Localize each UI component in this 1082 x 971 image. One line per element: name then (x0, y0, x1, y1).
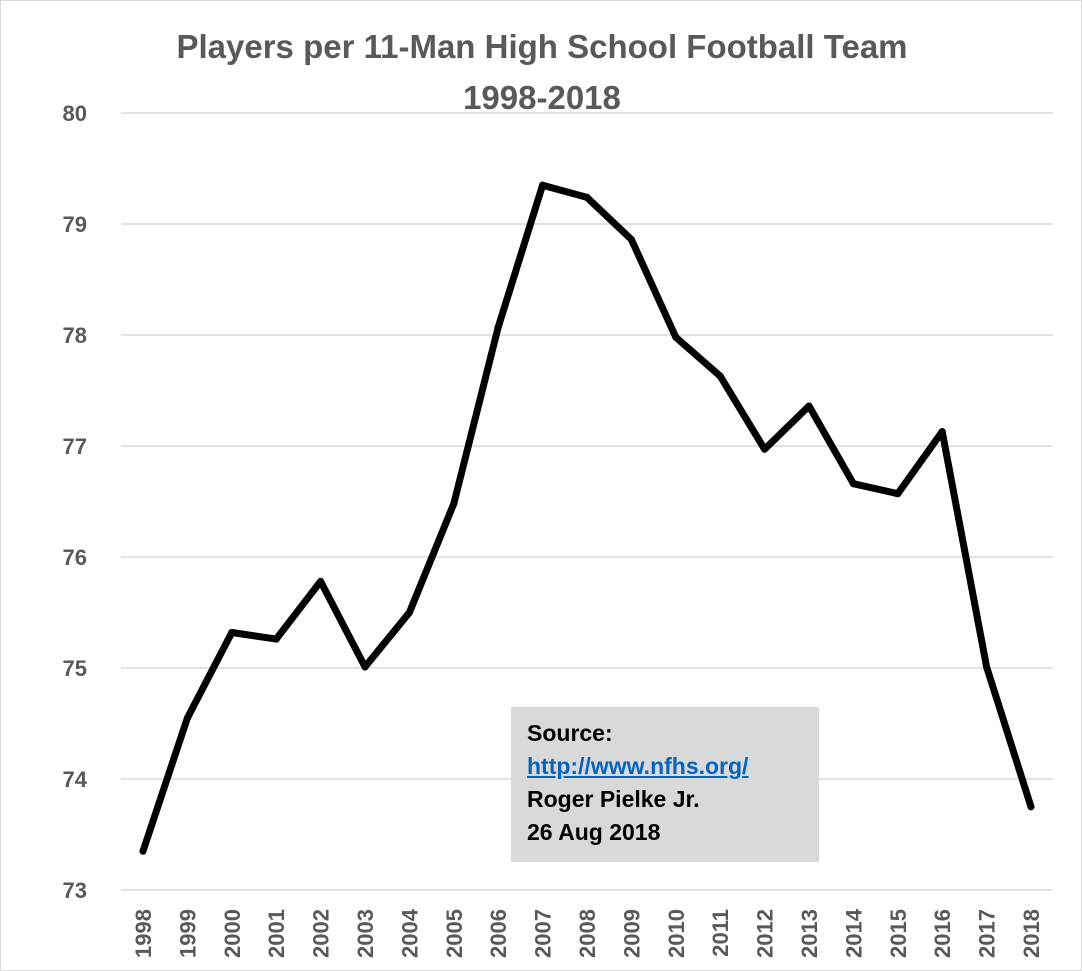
y-tick-label: 80 (63, 101, 87, 126)
chart-subtitle: 1998-2018 (463, 79, 621, 116)
data-point-2003 (361, 663, 369, 671)
data-point-2006 (494, 323, 502, 331)
data-point-1998 (139, 847, 147, 855)
y-tick-label: 73 (63, 878, 87, 903)
x-tick-label: 2015 (886, 909, 911, 958)
data-point-2009 (627, 236, 635, 244)
y-tick-label: 78 (63, 323, 87, 348)
data-point-2010 (672, 333, 680, 341)
x-tick-label: 2007 (531, 909, 556, 958)
x-tick-label: 2006 (486, 909, 511, 958)
x-axis-ticks: 1998 1999 2000 2001 2002 2003 2004 2005 2006 2007… (131, 908, 1044, 958)
data-point-2000 (228, 628, 236, 636)
x-tick-label: 2017 (975, 909, 1000, 958)
data-point-1999 (183, 714, 191, 722)
x-tick-label: 1999 (175, 909, 200, 958)
source-author: Roger Pielke Jr. (527, 786, 700, 812)
x-tick-label: 2003 (353, 909, 378, 958)
y-tick-label: 79 (63, 212, 87, 237)
data-point-2012 (761, 445, 769, 453)
x-tick-label: 2004 (397, 908, 422, 958)
x-tick-label: 2009 (619, 909, 644, 958)
data-point-2018 (1027, 803, 1035, 811)
x-tick-label: 1998 (131, 909, 156, 958)
x-tick-label: 2012 (753, 909, 778, 958)
x-tick-label: 2013 (797, 909, 822, 958)
source-date: 26 Aug 2018 (527, 819, 661, 845)
y-tick-label: 77 (63, 434, 87, 459)
series-layer (139, 181, 1035, 855)
x-tick-label: 2018 (1019, 909, 1044, 958)
y-tick-label: 75 (63, 656, 87, 681)
x-tick-label: 2016 (930, 909, 955, 958)
x-tick-label: 2001 (264, 909, 289, 958)
x-tick-label: 2011 (708, 909, 733, 957)
source-link[interactable]: http://www.nfhs.org/ (527, 753, 749, 779)
data-point-2001 (272, 635, 280, 643)
data-point-2015 (894, 490, 902, 498)
y-axis-ticks: 73 74 75 76 77 78 79 80 (63, 101, 88, 903)
source-annotation: Source: http://www.nfhs.org/ Roger Pielk… (511, 707, 819, 862)
data-point-2007 (539, 181, 547, 189)
x-tick-label: 2014 (841, 908, 866, 958)
chart-title: Players per 11-Man High School Football … (176, 28, 907, 65)
data-point-2004 (405, 609, 413, 616)
data-point-2002 (317, 577, 325, 585)
grid-layer (121, 112, 1053, 891)
data-point-2008 (583, 193, 591, 201)
x-tick-label: 2000 (220, 909, 245, 958)
data-point-2014 (849, 480, 857, 488)
x-tick-label: 2010 (664, 909, 689, 958)
data-point-2005 (450, 500, 458, 508)
x-tick-label: 2005 (442, 909, 467, 958)
y-tick-label: 76 (63, 545, 87, 570)
source-label: Source: (527, 720, 613, 746)
data-point-2017 (983, 663, 991, 671)
x-tick-label: 2008 (575, 909, 600, 958)
data-point-2013 (805, 402, 813, 410)
data-point-2011 (716, 372, 724, 380)
x-tick-label: 2002 (309, 909, 334, 958)
y-tick-label: 74 (63, 767, 88, 792)
data-point-2016 (938, 428, 946, 436)
